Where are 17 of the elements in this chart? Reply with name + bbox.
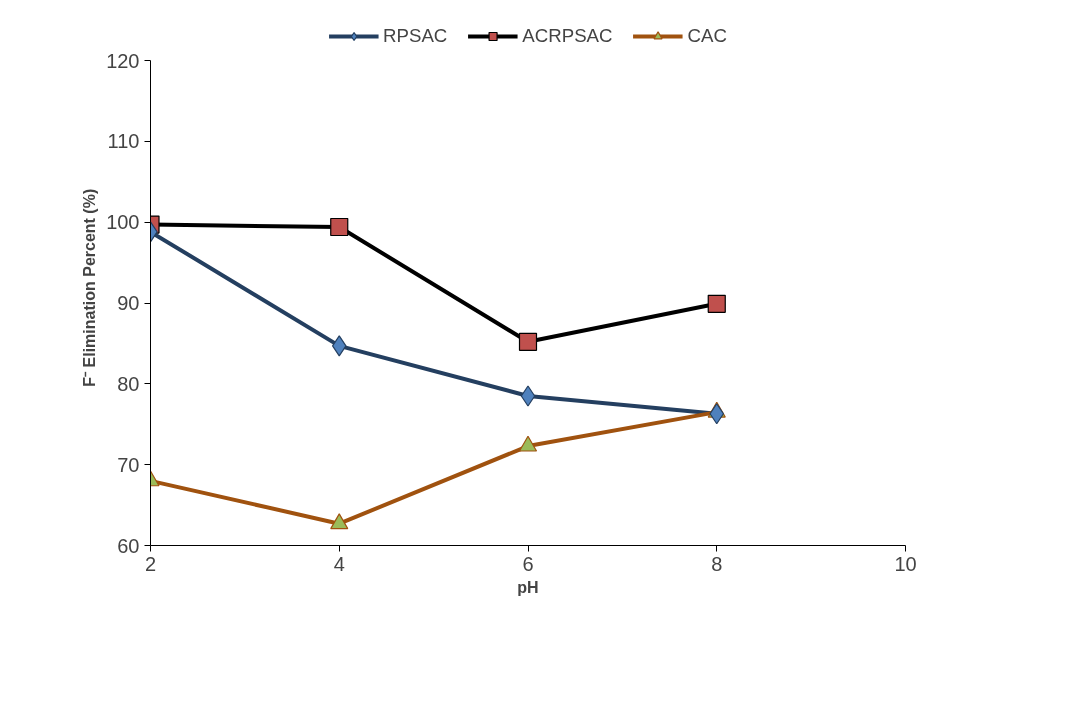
- y-tick-label: 120: [106, 49, 140, 72]
- x-axis-title: pH: [517, 578, 539, 596]
- legend-label: CAC: [687, 25, 727, 47]
- y-tick-label: 80: [117, 372, 140, 395]
- y-tick-label: 110: [107, 130, 140, 153]
- y-tick-label: 90: [117, 292, 140, 314]
- legend-label: RPSAC: [383, 25, 448, 47]
- y-tick-label: 60: [117, 534, 140, 557]
- x-tick-label: 2: [144, 552, 157, 575]
- y-tick-label: 70: [117, 453, 140, 476]
- x-tick-label: 10: [894, 552, 917, 575]
- y-tick-label: 100: [106, 211, 140, 234]
- x-tick-label: 6: [522, 552, 534, 575]
- y-axis-title: F⁻ Elimination Percent (%): [81, 188, 99, 387]
- legend-label: ACRPSAC: [522, 25, 613, 47]
- x-tick-label: 4: [333, 552, 345, 575]
- x-tick-label: 8: [711, 552, 723, 575]
